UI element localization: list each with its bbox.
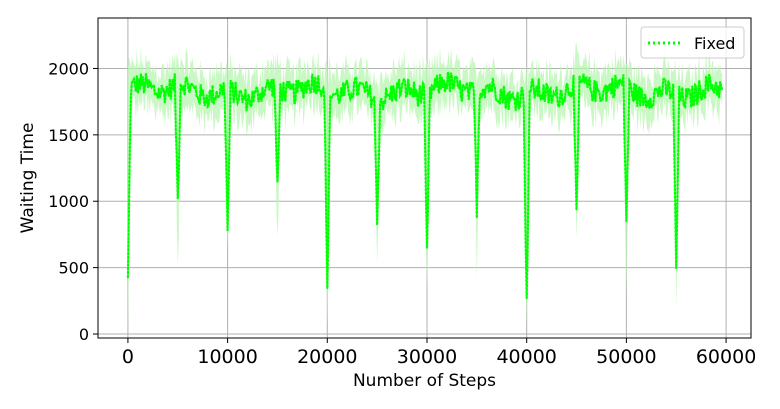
plot-frame (97, 17, 752, 339)
legend: Fixed (640, 26, 745, 59)
x-tick-label-2: 20000 (297, 346, 357, 368)
y-axis-label: Waiting Time (18, 123, 38, 234)
series-fixed-line (126, 71, 724, 299)
series-fixed-band-area (127, 42, 723, 331)
x-tick-label-0: 0 (122, 346, 134, 368)
axis-ticks: 0 10000 20000 30000 40000 50000 60000 0 500 1000 1… (48, 59, 756, 368)
x-tick-label-3: 30000 (397, 346, 457, 368)
y-tick-label-1: 500 (58, 259, 89, 278)
y-tick-label-4: 2000 (48, 59, 89, 78)
y-tick-label-3: 1500 (48, 126, 89, 145)
legend-label-fixed: Fixed (694, 34, 735, 53)
y-tick-label-2: 1000 (48, 192, 89, 211)
x-tick-label-5: 50000 (596, 346, 656, 368)
x-axis-label: Number of Steps (353, 371, 496, 391)
x-tick-label-4: 40000 (496, 346, 556, 368)
y-tick-label-0: 0 (79, 325, 89, 344)
series-fixed-band (127, 42, 723, 331)
x-tick-label-6: 60000 (696, 346, 756, 368)
x-tick-label-1: 10000 (197, 346, 257, 368)
series-fixed-path (126, 71, 724, 299)
legend-box (640, 26, 745, 59)
